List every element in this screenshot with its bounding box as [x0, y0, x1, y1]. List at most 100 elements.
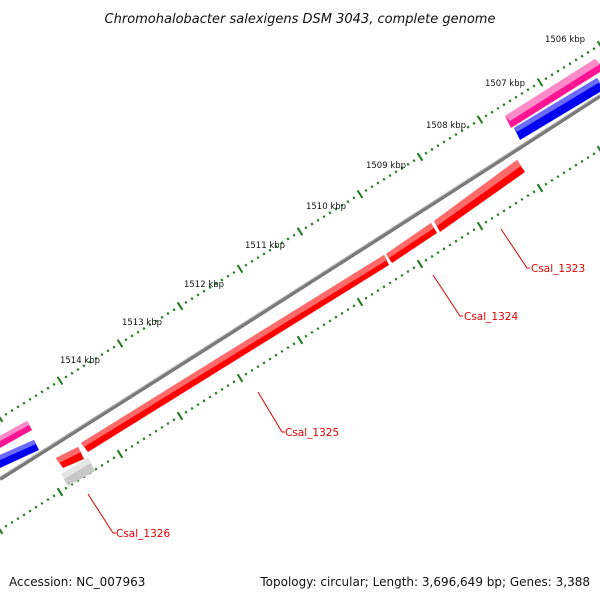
gene-csal-1326-pseudo[interactable]	[61, 458, 95, 486]
minor-tick	[562, 171, 566, 175]
major-tick	[416, 152, 424, 162]
minor-tick	[196, 293, 200, 297]
minor-tick	[10, 409, 14, 413]
gene-label-leaders	[87, 228, 530, 534]
gene-csal-1325[interactable]	[81, 255, 389, 452]
minor-tick	[28, 509, 32, 513]
feature-track-pink	[0, 59, 600, 448]
minor-tick	[490, 110, 494, 114]
minor-tick	[472, 228, 476, 232]
minor-tick	[292, 342, 296, 346]
minor-tick	[76, 367, 80, 372]
minor-tick	[424, 151, 428, 155]
minor-tick	[22, 513, 26, 517]
minor-tick	[142, 437, 146, 441]
minor-tick	[166, 312, 170, 316]
minor-tick	[94, 467, 98, 471]
minor-tick	[250, 259, 254, 263]
major-tick	[56, 376, 64, 386]
minor-tick	[304, 226, 308, 230]
genome-backbone-highlight	[0, 93, 600, 478]
minor-tick	[142, 326, 146, 331]
minor-tick	[394, 277, 398, 281]
minor-tick	[496, 106, 500, 110]
minor-tick	[352, 196, 356, 200]
minor-tick	[364, 188, 368, 193]
minor-tick	[430, 147, 434, 151]
minor-tick	[436, 251, 440, 255]
minor-tick	[400, 273, 404, 277]
gene-label-csal-1323[interactable]: Csal_1323	[531, 263, 585, 275]
major-tick	[236, 373, 244, 383]
major-tick	[536, 183, 544, 193]
feature-blue-lower-edge	[0, 440, 36, 460]
gene-label-csal-1326[interactable]: Csal_1326	[116, 528, 170, 540]
minor-tick	[430, 254, 434, 258]
tick-label: 1514 kbp	[60, 356, 100, 366]
minor-tick	[190, 297, 194, 301]
minor-tick	[100, 353, 104, 357]
minor-tick	[292, 233, 296, 237]
minor-tick	[130, 444, 134, 448]
minor-tick	[184, 410, 188, 414]
minor-tick	[22, 401, 26, 405]
major-tick	[476, 115, 484, 124]
minor-tick	[472, 121, 476, 125]
minor-tick	[526, 88, 530, 92]
minor-tick	[460, 129, 464, 133]
minor-tick	[496, 213, 500, 217]
minor-tick	[322, 215, 326, 219]
minor-tick	[280, 241, 284, 245]
major-tick	[476, 221, 484, 231]
major-tick	[176, 301, 184, 311]
gene-csal-1326-arrow[interactable]	[56, 447, 84, 468]
minor-tick	[16, 405, 20, 409]
minor-tick	[568, 62, 572, 66]
minor-tick	[106, 460, 110, 464]
minor-tick	[286, 346, 290, 350]
major-tick	[176, 411, 184, 421]
tick-label: 1506 kbp	[545, 35, 585, 45]
minor-tick	[520, 91, 524, 96]
minor-tick	[40, 501, 44, 505]
minor-tick	[196, 403, 200, 407]
minor-tick	[388, 174, 392, 178]
minor-tick	[442, 247, 446, 251]
gene-label-csal-1325[interactable]: Csal_1325	[285, 427, 339, 439]
minor-tick	[310, 330, 314, 334]
minor-tick	[448, 136, 452, 140]
minor-tick	[172, 418, 176, 422]
minor-tick	[514, 201, 518, 205]
feature-track-blue	[0, 78, 600, 468]
minor-tick	[262, 252, 266, 256]
minor-tick	[16, 517, 20, 521]
minor-tick	[550, 73, 554, 77]
minor-tick	[460, 235, 464, 239]
minor-tick	[268, 248, 272, 252]
minor-tick	[424, 258, 428, 262]
minor-tick	[232, 380, 236, 384]
minor-tick	[136, 330, 140, 334]
map-title: Chromohalobacter salexigens DSM 3043, co…	[105, 12, 496, 27]
minor-tick	[202, 399, 206, 403]
gene-csal-1323[interactable]	[434, 160, 525, 232]
minor-tick	[166, 422, 170, 426]
minor-tick	[256, 256, 260, 260]
minor-tick	[286, 237, 290, 241]
minor-tick	[544, 77, 548, 81]
minor-tick	[586, 50, 590, 54]
minor-tick	[484, 220, 488, 224]
minor-tick	[334, 207, 338, 211]
minor-tick	[544, 182, 548, 186]
minor-tick	[346, 308, 350, 312]
minor-tick	[34, 394, 38, 398]
tick-label: 1507 kbp	[485, 79, 525, 89]
minor-tick	[592, 47, 596, 51]
minor-tick	[376, 181, 380, 185]
minor-tick	[124, 448, 128, 452]
minor-tick	[310, 222, 314, 226]
minor-tick	[388, 281, 392, 285]
gene-label-csal-1324[interactable]: Csal_1324	[464, 311, 518, 323]
gene-csal-1324[interactable]	[386, 223, 437, 263]
